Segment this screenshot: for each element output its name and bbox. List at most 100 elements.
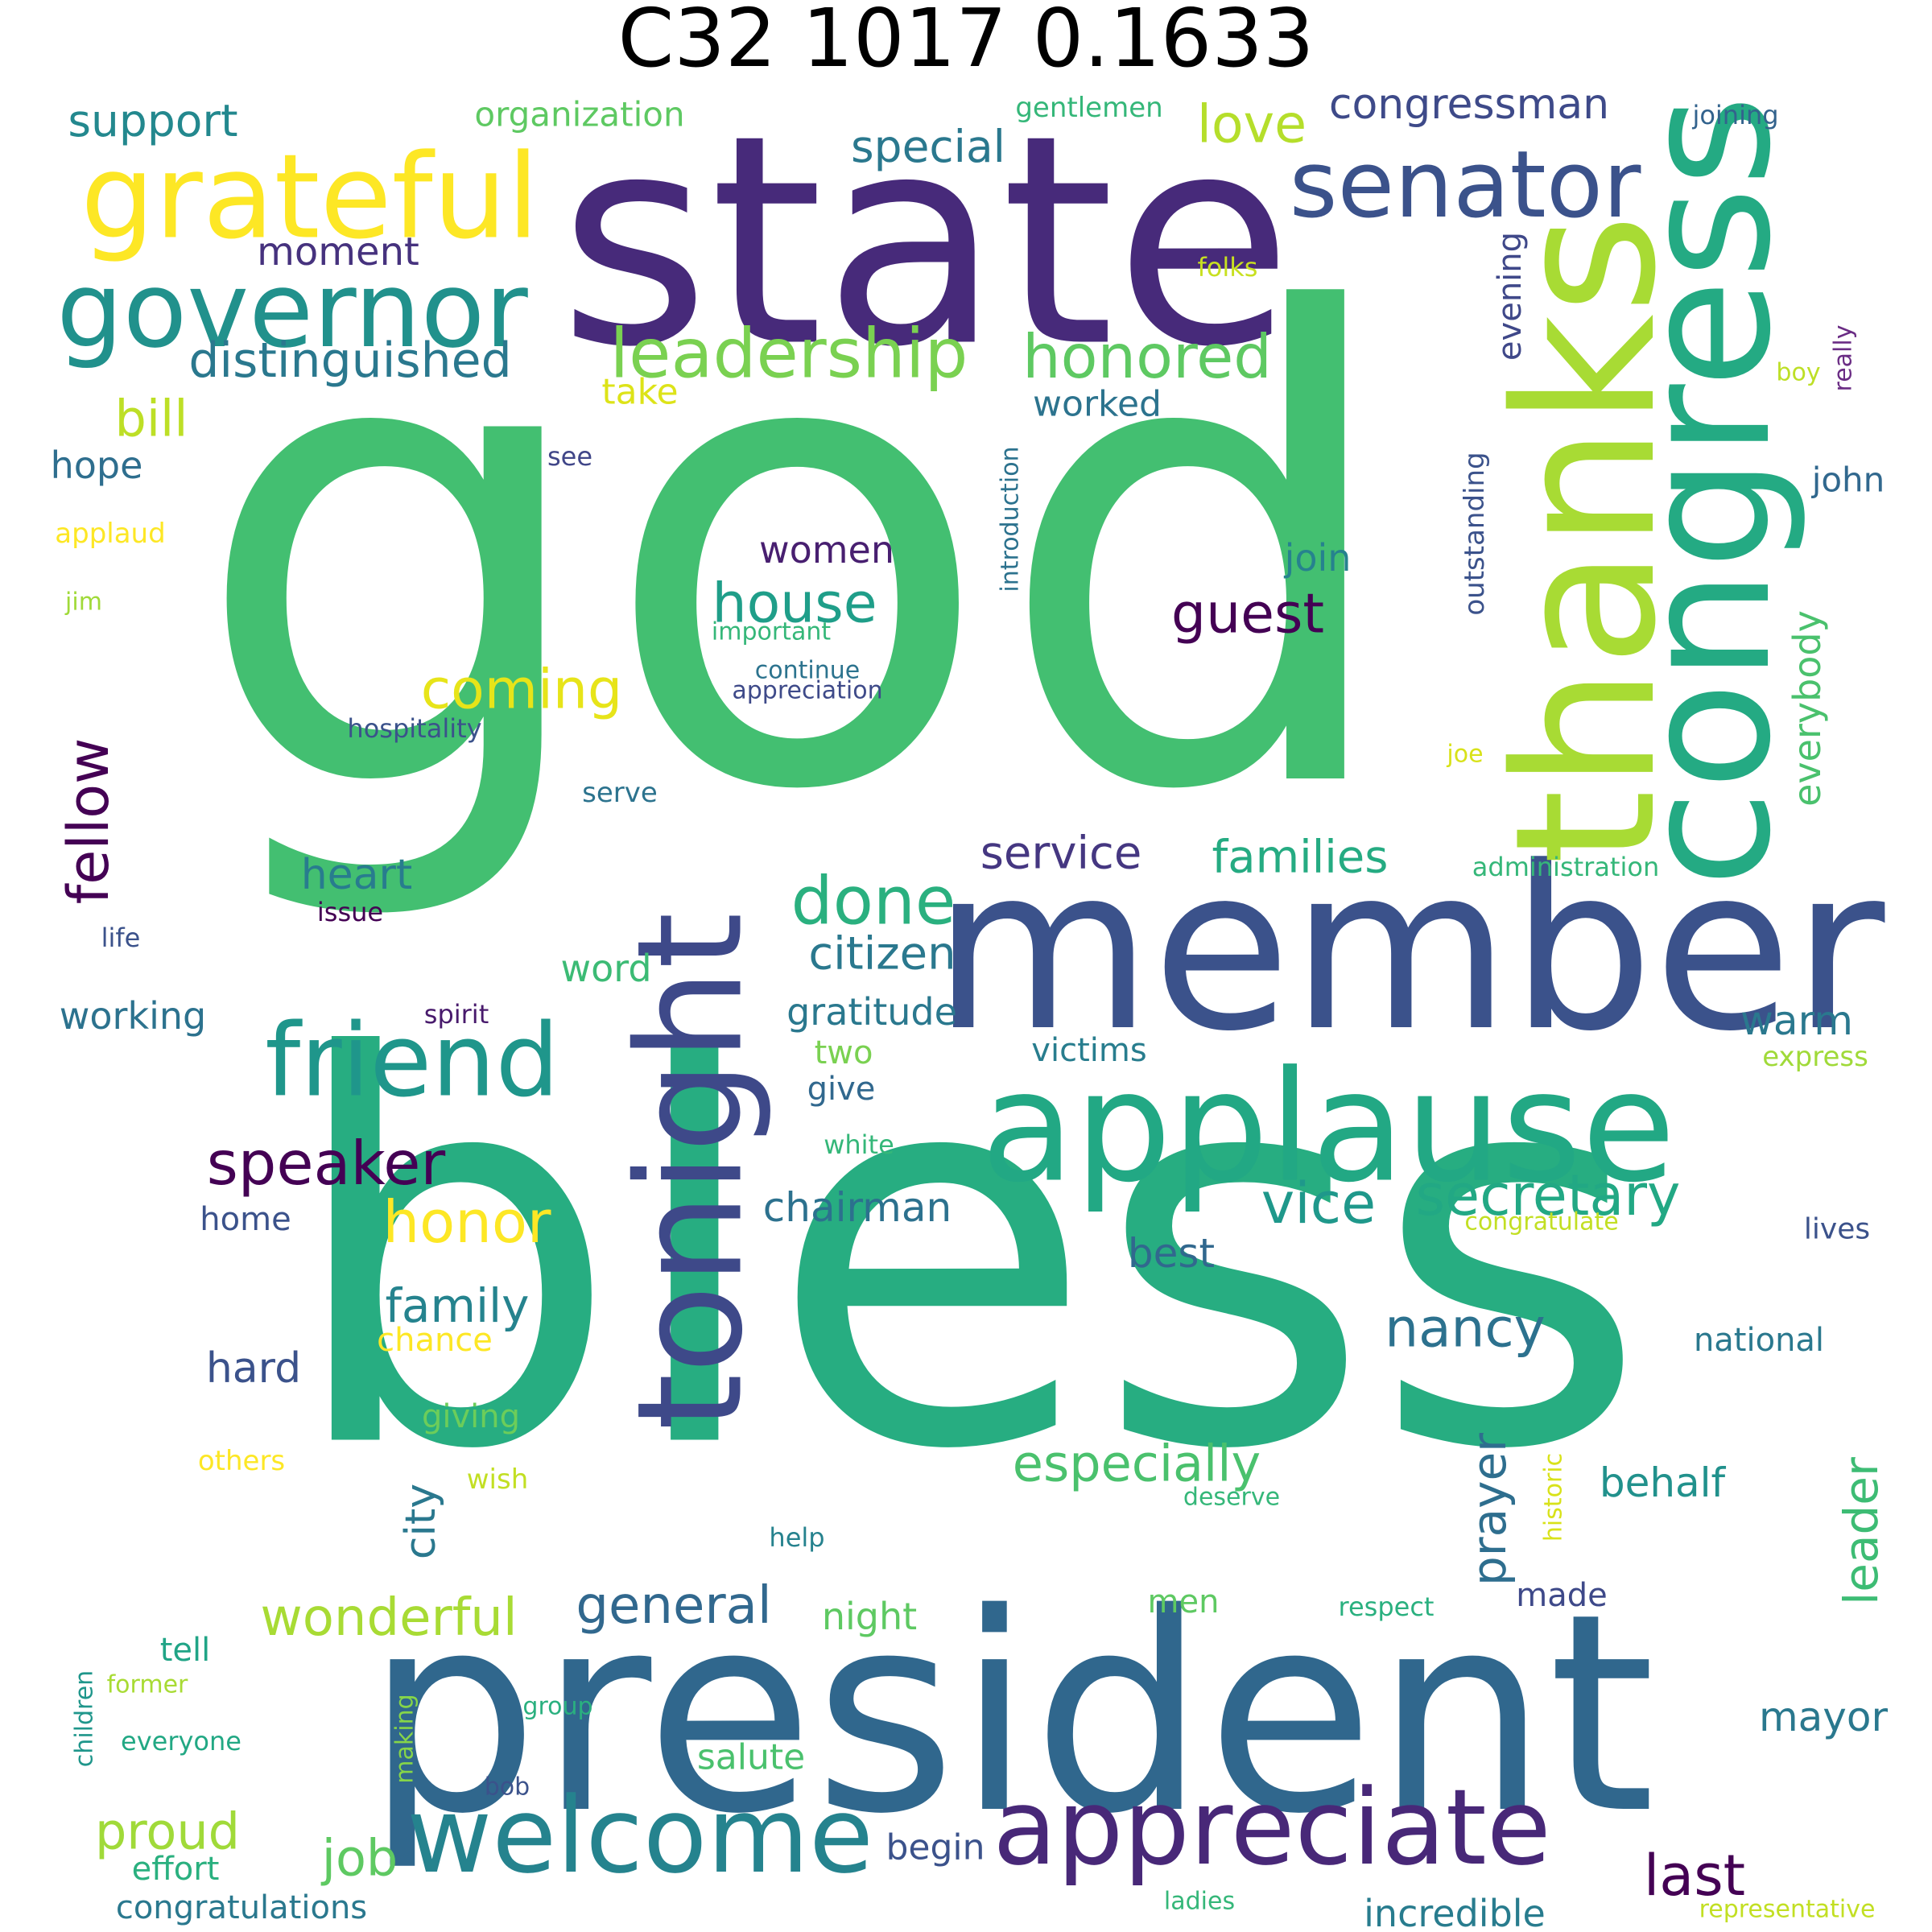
word-evening: evening xyxy=(1492,232,1529,361)
word-congress: congress xyxy=(1604,95,1810,888)
word-wonderful: wonderful xyxy=(260,1588,517,1648)
word-working: working xyxy=(60,994,206,1038)
word-nancy: nancy xyxy=(1385,1298,1545,1360)
word-chairman: chairman xyxy=(763,1184,952,1231)
word-worked: worked xyxy=(1033,384,1162,425)
word-spirit: spirit xyxy=(424,999,489,1030)
word-vice: vice xyxy=(1261,1170,1376,1236)
word-applaud: applaud xyxy=(55,518,165,550)
word-service: service xyxy=(980,828,1142,880)
word-applause: applause xyxy=(980,1038,1675,1216)
word-appreciation: appreciation xyxy=(732,677,882,705)
word-folks: folks xyxy=(1198,252,1258,283)
word-bless: bless xyxy=(283,947,1649,1566)
word-important: important xyxy=(712,618,831,646)
word-take: take xyxy=(601,372,678,413)
word-express: express xyxy=(1762,1041,1868,1073)
word-tonight: tonight xyxy=(607,912,775,1430)
word-boy: boy xyxy=(1776,359,1820,387)
word-prayer: prayer xyxy=(1462,1433,1517,1586)
word-continue: continue xyxy=(755,657,860,685)
word-victims: victims xyxy=(1031,1032,1146,1069)
word-respect: respect xyxy=(1339,1591,1435,1622)
word-support: support xyxy=(68,95,237,147)
word-grateful: grateful xyxy=(80,130,539,266)
word-warm: warm xyxy=(1740,997,1853,1044)
word-congratulations: congratulations xyxy=(116,1889,367,1926)
word-incredible: incredible xyxy=(1364,1892,1546,1932)
word-special: special xyxy=(851,121,1005,172)
word-bill: bill xyxy=(114,390,188,448)
word-hope: hope xyxy=(51,444,143,487)
word-begin: begin xyxy=(886,1827,985,1868)
word-ladies: ladies xyxy=(1164,1888,1235,1916)
word-heart: heart xyxy=(301,851,413,899)
word-appreciate: appreciate xyxy=(993,1766,1550,1889)
word-women: women xyxy=(759,528,894,572)
word-coming: coming xyxy=(421,658,622,722)
word-others: others xyxy=(198,1445,285,1477)
word-serve: serve xyxy=(582,777,658,809)
word-congratulate: congratulate xyxy=(1464,1208,1618,1236)
word-fellow: fellow xyxy=(56,738,122,905)
word-job: job xyxy=(320,1829,398,1888)
word-city: city xyxy=(397,1484,445,1559)
word-joining: joining xyxy=(1691,100,1778,130)
word-giving: giving xyxy=(422,1398,520,1435)
word-home: home xyxy=(200,1201,291,1238)
word-especially: especially xyxy=(1013,1435,1261,1493)
word-state: state xyxy=(559,73,1293,411)
word-group: godblessstatepresidentmemberthankscongre… xyxy=(51,73,1889,1932)
word-welcome: welcome xyxy=(407,1774,873,1897)
word-thanks: thanks xyxy=(1473,213,1699,865)
word-men: men xyxy=(1148,1583,1220,1620)
word-speaker: speaker xyxy=(207,1128,446,1199)
word-administration: administration xyxy=(1472,852,1659,882)
word-love: love xyxy=(1197,95,1307,155)
word-help: help xyxy=(769,1522,824,1553)
word-two: two xyxy=(815,1034,873,1071)
word-salute: salute xyxy=(697,1737,805,1778)
word-families: families xyxy=(1212,832,1389,884)
word-proud: proud xyxy=(95,1802,240,1861)
word-issue: issue xyxy=(317,897,383,927)
word-deserve: deserve xyxy=(1183,1484,1280,1512)
word-see: see xyxy=(547,441,592,472)
word-chance: chance xyxy=(377,1322,493,1359)
word-secretary: secretary xyxy=(1416,1162,1681,1228)
word-everybody: everybody xyxy=(1785,610,1829,807)
word-behalf: behalf xyxy=(1600,1459,1727,1506)
word-congressman: congressman xyxy=(1329,80,1609,129)
word-john: john xyxy=(1811,460,1885,500)
word-representative: representative xyxy=(1699,1896,1876,1924)
word-god: god xyxy=(191,180,1402,931)
word-house: house xyxy=(712,572,877,636)
word-governor: governor xyxy=(56,249,528,371)
word-joe: joe xyxy=(1446,741,1483,769)
word-introduction: introduction xyxy=(997,446,1025,592)
word-family: family xyxy=(385,1278,529,1333)
word-jim: jim xyxy=(64,588,102,617)
word-give: give xyxy=(807,1071,876,1108)
word-president: president xyxy=(365,1555,1656,1874)
word-citizen: citizen xyxy=(808,928,956,980)
word-gentlemen: gentlemen xyxy=(1015,92,1162,124)
word-tell: tell xyxy=(160,1632,211,1669)
word-hospitality: hospitality xyxy=(347,713,481,744)
word-general: general xyxy=(576,1576,771,1636)
word-done: done xyxy=(791,864,956,940)
word-moment: moment xyxy=(257,229,419,275)
word-member: member xyxy=(933,819,1888,1081)
word-lives: lives xyxy=(1804,1213,1870,1246)
word-historic: historic xyxy=(1540,1453,1568,1542)
word-making: making xyxy=(391,1694,419,1783)
word-join: join xyxy=(1284,536,1352,580)
word-guest: guest xyxy=(1171,583,1324,646)
word-children: children xyxy=(71,1670,99,1767)
word-leader: leader xyxy=(1834,1457,1889,1605)
word-last: last xyxy=(1644,1843,1745,1909)
word-wish: wish xyxy=(467,1463,529,1496)
word-everyone: everyone xyxy=(121,1726,242,1757)
